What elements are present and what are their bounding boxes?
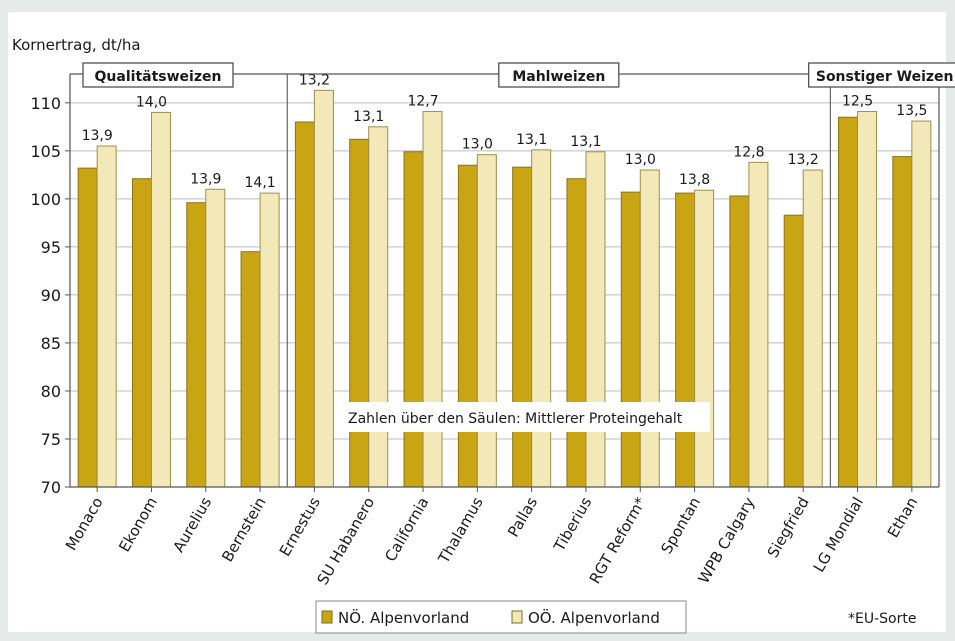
data-label: 13,9 [82,128,113,144]
group-header-box [808,62,955,88]
annotation-box [338,402,710,432]
legend-label-no: NÖ. Alpenvorland [338,608,469,627]
y-tick-label: 70 [41,478,61,497]
bar-oo-13 [802,169,823,488]
bar-no-15 [892,156,913,488]
data-label: 13,2 [299,72,330,88]
legend-swatch-oo [511,610,523,624]
bar-no-12 [729,195,750,488]
group-headers: Qualitätsweizen Mahlweizen Sonstiger Weize… [82,62,955,88]
data-labels: 13,9 14,0 13,9 14,1 13,2 13,1 12,7 13,0 13,1 13,1… [82,72,928,191]
data-label: 14,0 [136,94,167,110]
data-label: 12,5 [842,93,873,109]
bar-oo-15 [911,120,932,488]
bar-no-14 [838,116,859,488]
bar-oo-14 [857,110,878,488]
legend: NÖ. Alpenvorland OÖ. Alpenvorland [315,600,687,634]
bar-no-2 [186,202,207,488]
bar-no-0 [77,167,98,488]
data-label: 13,0 [462,137,493,153]
data-label: 13,5 [896,103,927,119]
data-label: 12,7 [407,93,438,109]
bar-no-11 [675,192,696,488]
bar-oo-5 [368,126,389,488]
data-label: 13,9 [190,171,221,187]
data-label: 13,1 [353,109,384,125]
y-tick-label: 110 [30,94,61,113]
bar-no-7 [457,164,478,488]
group-header-box [82,62,234,88]
bar-oo-7 [476,154,497,488]
legend-label-oo: OÖ. Alpenvorland [528,608,660,627]
bar-oo-4 [313,89,334,488]
y-tick-label: 100 [30,190,61,209]
legend-box [315,600,687,634]
bar-no-6 [403,151,424,488]
bar-no-8 [512,166,533,488]
y-tick-label: 95 [41,238,61,257]
legend-swatch-no [321,610,333,624]
y-tick-label: 105 [30,142,61,161]
bar-oo-11 [694,189,715,488]
data-label: 14,1 [245,175,276,191]
group-header-label: Qualitätsweizen [95,69,222,85]
annotation-text: Zahlen über den Säulen: Mittlerer Protei… [348,411,683,427]
group-header-label: Sonstiger Weizen [816,69,954,85]
y-tick-label: 90 [41,286,61,305]
bar-no-5 [349,138,370,488]
data-label: 13,2 [788,152,819,168]
group-header-label: Mahlweizen [512,69,605,85]
bar-oo-10 [639,169,660,488]
bar-oo-9 [585,151,606,488]
bar-oo-8 [531,149,552,488]
bar-oo-1 [150,111,171,488]
bar-no-10 [620,191,641,488]
data-label: 13,1 [516,132,547,148]
data-label: 13,8 [679,172,710,188]
bar-no-13 [783,214,804,488]
bar-oo-3 [259,192,280,488]
data-label: 13,0 [625,152,656,168]
footnote: *EU-Sorte [848,611,916,627]
y-tick-label: 85 [41,334,61,353]
group-header-box [498,62,620,88]
bar-no-9 [566,178,587,488]
y-tick-label: 80 [41,382,61,401]
data-label: 12,8 [733,144,764,160]
bar-oo-12 [748,161,769,488]
bar-oo-2 [205,188,226,488]
bar-no-1 [131,178,152,488]
y-axis-label: Kornertrag, dt/ha [12,36,141,54]
y-tick-label: 75 [41,430,61,449]
bar-no-4 [294,121,315,488]
y-tick-labels: 70 75 80 85 90 95 100 105 110 [30,94,61,497]
bar-oo-0 [96,145,117,488]
data-label: 13,1 [570,134,601,150]
bar-no-3 [240,251,261,488]
